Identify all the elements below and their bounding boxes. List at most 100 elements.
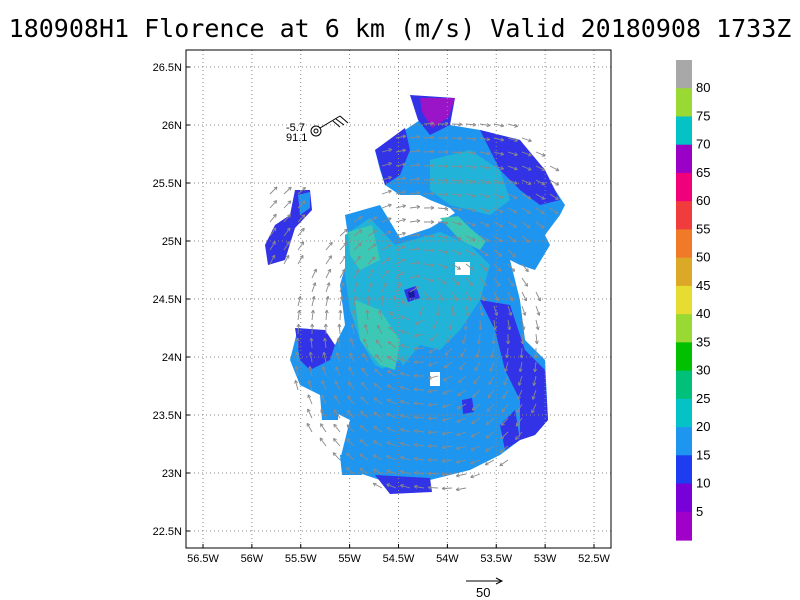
wind-vector [535, 207, 545, 214]
wind-vector [311, 282, 316, 293]
wind-vector [335, 366, 341, 377]
colorbar-label: 40 [696, 306, 710, 321]
wind-vector [361, 367, 369, 377]
wind-vector [451, 221, 462, 225]
wind-vector [395, 191, 406, 195]
wind-vector [353, 296, 357, 307]
wind-vector [311, 310, 314, 321]
wind-vector [485, 431, 495, 439]
wind-vector [493, 319, 496, 330]
wind-vector [507, 123, 518, 127]
wind-vector [381, 148, 392, 153]
wind-vector [518, 375, 523, 386]
wind-vector [414, 416, 425, 419]
wind-vector [409, 248, 420, 251]
wind-vector [296, 352, 299, 363]
wind-vector [479, 249, 489, 257]
wind-vector [507, 221, 517, 228]
wind-vector [361, 382, 369, 391]
wind-vector [311, 296, 315, 307]
wind-vector [381, 176, 392, 181]
wind-vector [381, 190, 392, 195]
wind-vector [465, 179, 476, 183]
wind-vector [423, 263, 434, 266]
wind-vector [507, 263, 515, 272]
wind-vector [456, 431, 467, 436]
wind-vector [493, 193, 504, 199]
wind-vector [493, 249, 503, 257]
wind-vector [493, 291, 499, 302]
wind-vector [432, 319, 439, 329]
wind-vector [451, 179, 462, 182]
colorbar-swatch [676, 88, 692, 118]
wind-vector [324, 338, 327, 349]
wind-vector [414, 471, 425, 475]
wind-vector [462, 333, 467, 344]
wind-vector [359, 439, 369, 447]
wind-vector [409, 261, 420, 265]
wind-vector [346, 424, 355, 433]
wind-vector [470, 459, 481, 465]
vector-reference-label: 50 [476, 585, 490, 600]
wind-vector [297, 296, 301, 307]
wind-vector [322, 366, 327, 377]
wind-vector [348, 381, 355, 391]
wind-vector [441, 473, 453, 476]
lat-tick-label: 24.5N [153, 294, 182, 306]
wind-vector [395, 259, 406, 265]
colorbar-swatch [676, 229, 692, 259]
wind-vector [428, 403, 439, 406]
wind-vector [489, 361, 495, 372]
wind-vector [534, 361, 537, 372]
wind-vector [387, 384, 397, 391]
wind-vector [465, 165, 476, 169]
map-grid [186, 50, 611, 548]
wind-vector [549, 165, 560, 172]
wind-vector [535, 221, 545, 229]
wind-vector [465, 123, 476, 126]
wind-vector [295, 366, 299, 377]
wind-vector [473, 375, 481, 385]
wind-vector [493, 235, 503, 242]
wind-vector [465, 221, 476, 226]
wind-vector [515, 417, 523, 427]
wind-vector [423, 291, 431, 301]
wind-vector [428, 361, 439, 366]
colorbar-label: 80 [696, 80, 710, 95]
wind-vector [400, 456, 411, 461]
wind-vector [325, 268, 331, 279]
wind-vector [437, 207, 449, 210]
wind-vector [465, 137, 476, 140]
wind-vector [374, 383, 383, 391]
wind-vector [269, 241, 276, 251]
wind-vector [487, 389, 495, 399]
wind-vector [367, 282, 373, 293]
wind-vector [414, 430, 425, 433]
speed-5-region [420, 98, 455, 128]
wind-vector [373, 440, 383, 447]
wind-vector [493, 151, 504, 155]
lat-tick-label: 22.5N [153, 526, 182, 538]
wind-vector [442, 445, 453, 448]
colorbar-swatch [676, 201, 692, 231]
wind-vector [491, 347, 495, 358]
wind-vector [395, 271, 405, 279]
wind-vector [333, 409, 341, 419]
wind-vector [269, 186, 278, 195]
wind-vector [325, 310, 328, 321]
colorbar-swatch [676, 257, 692, 287]
wind-vector [378, 310, 383, 321]
wind-vector [507, 305, 512, 316]
wind-vector [409, 192, 420, 195]
wind-vector [465, 277, 473, 286]
wind-vector [381, 217, 392, 223]
wind-vector [479, 179, 490, 184]
wind-vector [400, 330, 411, 335]
wind-vector [470, 445, 481, 451]
wind-vector [283, 214, 291, 223]
wind-vector [456, 487, 467, 491]
wind-vector [400, 372, 411, 377]
wind-vector [465, 151, 476, 154]
wind-vector [521, 277, 528, 287]
wind-vector [507, 235, 517, 243]
